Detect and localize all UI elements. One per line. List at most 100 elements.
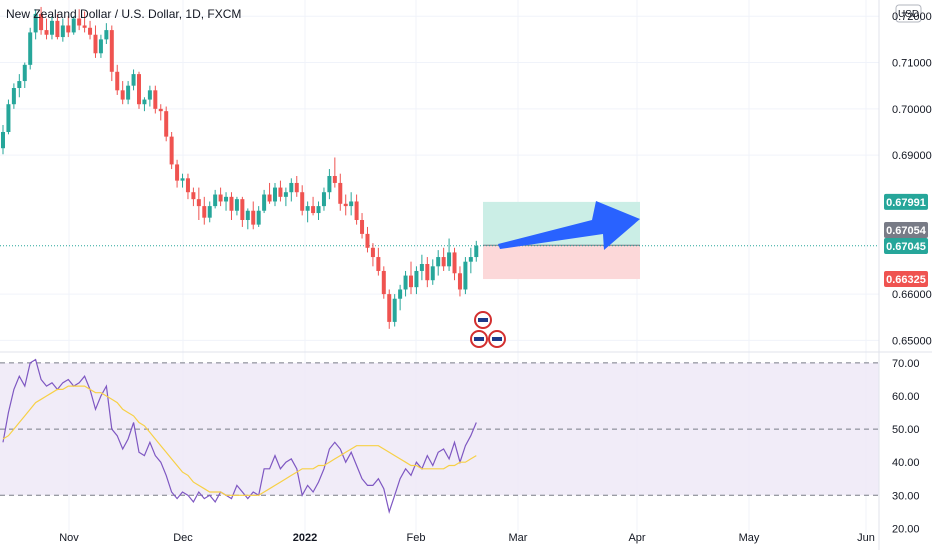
rsi-y-tick-label: 60.00	[892, 391, 920, 403]
price-label-text: 0.67054	[886, 225, 927, 237]
candle	[142, 97, 147, 112]
currency-button[interactable]: USD	[895, 4, 922, 23]
candle	[419, 254, 424, 281]
candle	[360, 213, 365, 239]
candle-body	[251, 210, 256, 225]
candle	[202, 196, 207, 225]
candle-body	[39, 13, 44, 31]
candle-body	[120, 90, 125, 100]
candle-body	[436, 257, 441, 267]
candle	[224, 192, 229, 211]
candle-body	[180, 178, 185, 181]
candle	[262, 189, 267, 214]
y-tick-label: 0.72000	[892, 11, 932, 23]
rsi-y-tick-label: 70.00	[892, 358, 920, 370]
candle	[251, 201, 256, 230]
loss-zone[interactable]	[483, 245, 640, 280]
candle-body	[55, 20, 60, 38]
candle-body	[71, 18, 76, 33]
candle	[169, 132, 174, 170]
candle-body	[376, 257, 381, 271]
candle-body	[289, 182, 294, 193]
candle	[441, 247, 446, 271]
candle	[425, 257, 430, 288]
candle	[338, 173, 343, 211]
event-flag-icon[interactable]	[470, 330, 488, 348]
candle-body	[218, 194, 223, 202]
candle-body	[305, 206, 310, 211]
candle	[229, 192, 234, 220]
candle	[185, 173, 190, 200]
candle	[305, 201, 310, 223]
candle-body	[191, 192, 196, 200]
candle-body	[447, 252, 452, 267]
event-flag-icon[interactable]	[474, 311, 492, 329]
candle	[60, 18, 65, 42]
candle	[267, 182, 272, 204]
candle-body	[213, 194, 218, 207]
x-tick-label: Feb	[407, 532, 426, 544]
candle-body	[147, 90, 152, 100]
candle-body	[82, 25, 87, 28]
candle-body	[300, 192, 305, 211]
y-tick-label: 0.71000	[892, 58, 932, 70]
candle	[234, 196, 239, 216]
candle	[213, 189, 218, 209]
candle-body	[365, 233, 370, 248]
long-position-tool[interactable]	[0, 201, 879, 280]
x-tick-label: Dec	[173, 532, 193, 544]
rsi-indicator	[2, 358, 477, 515]
candle-body	[370, 247, 375, 258]
candle-body	[17, 81, 22, 88]
candle	[6, 99, 11, 135]
candle-body	[60, 25, 65, 38]
arrow-drawing[interactable]	[498, 201, 640, 250]
candle	[98, 34, 103, 58]
price-label-last-price: 0.67045	[884, 238, 928, 254]
candle	[294, 176, 299, 197]
x-tick-label: May	[739, 532, 760, 544]
candle-body	[158, 108, 163, 112]
candle-body	[474, 245, 479, 258]
y-tick-label: 0.69000	[892, 150, 932, 162]
candle	[88, 20, 93, 40]
candle-body	[354, 201, 359, 220]
rsi-ma-line	[2, 385, 477, 496]
candle	[93, 25, 98, 58]
price-label-take-profit: 0.67991	[884, 193, 928, 210]
x-tick-label: Jun	[857, 532, 875, 544]
candle	[316, 201, 321, 220]
candle	[28, 27, 33, 70]
candle-body	[343, 203, 348, 207]
candle-body	[1, 132, 5, 149]
candle-body	[104, 30, 109, 40]
candle	[245, 208, 250, 230]
candle-body	[77, 18, 82, 26]
candle	[463, 257, 468, 295]
candle	[447, 238, 452, 271]
candle-body	[169, 136, 174, 165]
candle	[403, 270, 408, 297]
candle	[109, 25, 114, 82]
candle-body	[142, 99, 147, 105]
rsi-y-tick-label: 30.00	[892, 490, 920, 502]
axes: Nov Dec 2022 Feb Mar Apr May Jun 0.72000 0.71000 0…	[59, 11, 932, 544]
candle-body	[44, 30, 49, 35]
candle-body	[267, 194, 272, 202]
event-flag-icon[interactable]	[488, 330, 506, 348]
chart-title: New Zealand Dollar / U.S. Dollar, 1D, FX…	[6, 7, 241, 21]
candle-body	[414, 270, 419, 288]
candle-body	[387, 294, 392, 322]
candle	[452, 247, 457, 281]
candle-body	[28, 32, 33, 65]
candle	[321, 187, 326, 211]
candle-body	[109, 30, 114, 72]
candle-body	[137, 74, 141, 105]
candle-body	[33, 13, 38, 33]
trend-arrow[interactable]	[498, 201, 640, 250]
economic-events[interactable]	[470, 311, 506, 348]
candle	[300, 185, 305, 216]
candle-body	[49, 20, 54, 35]
candle	[137, 71, 141, 109]
candle	[387, 289, 392, 329]
